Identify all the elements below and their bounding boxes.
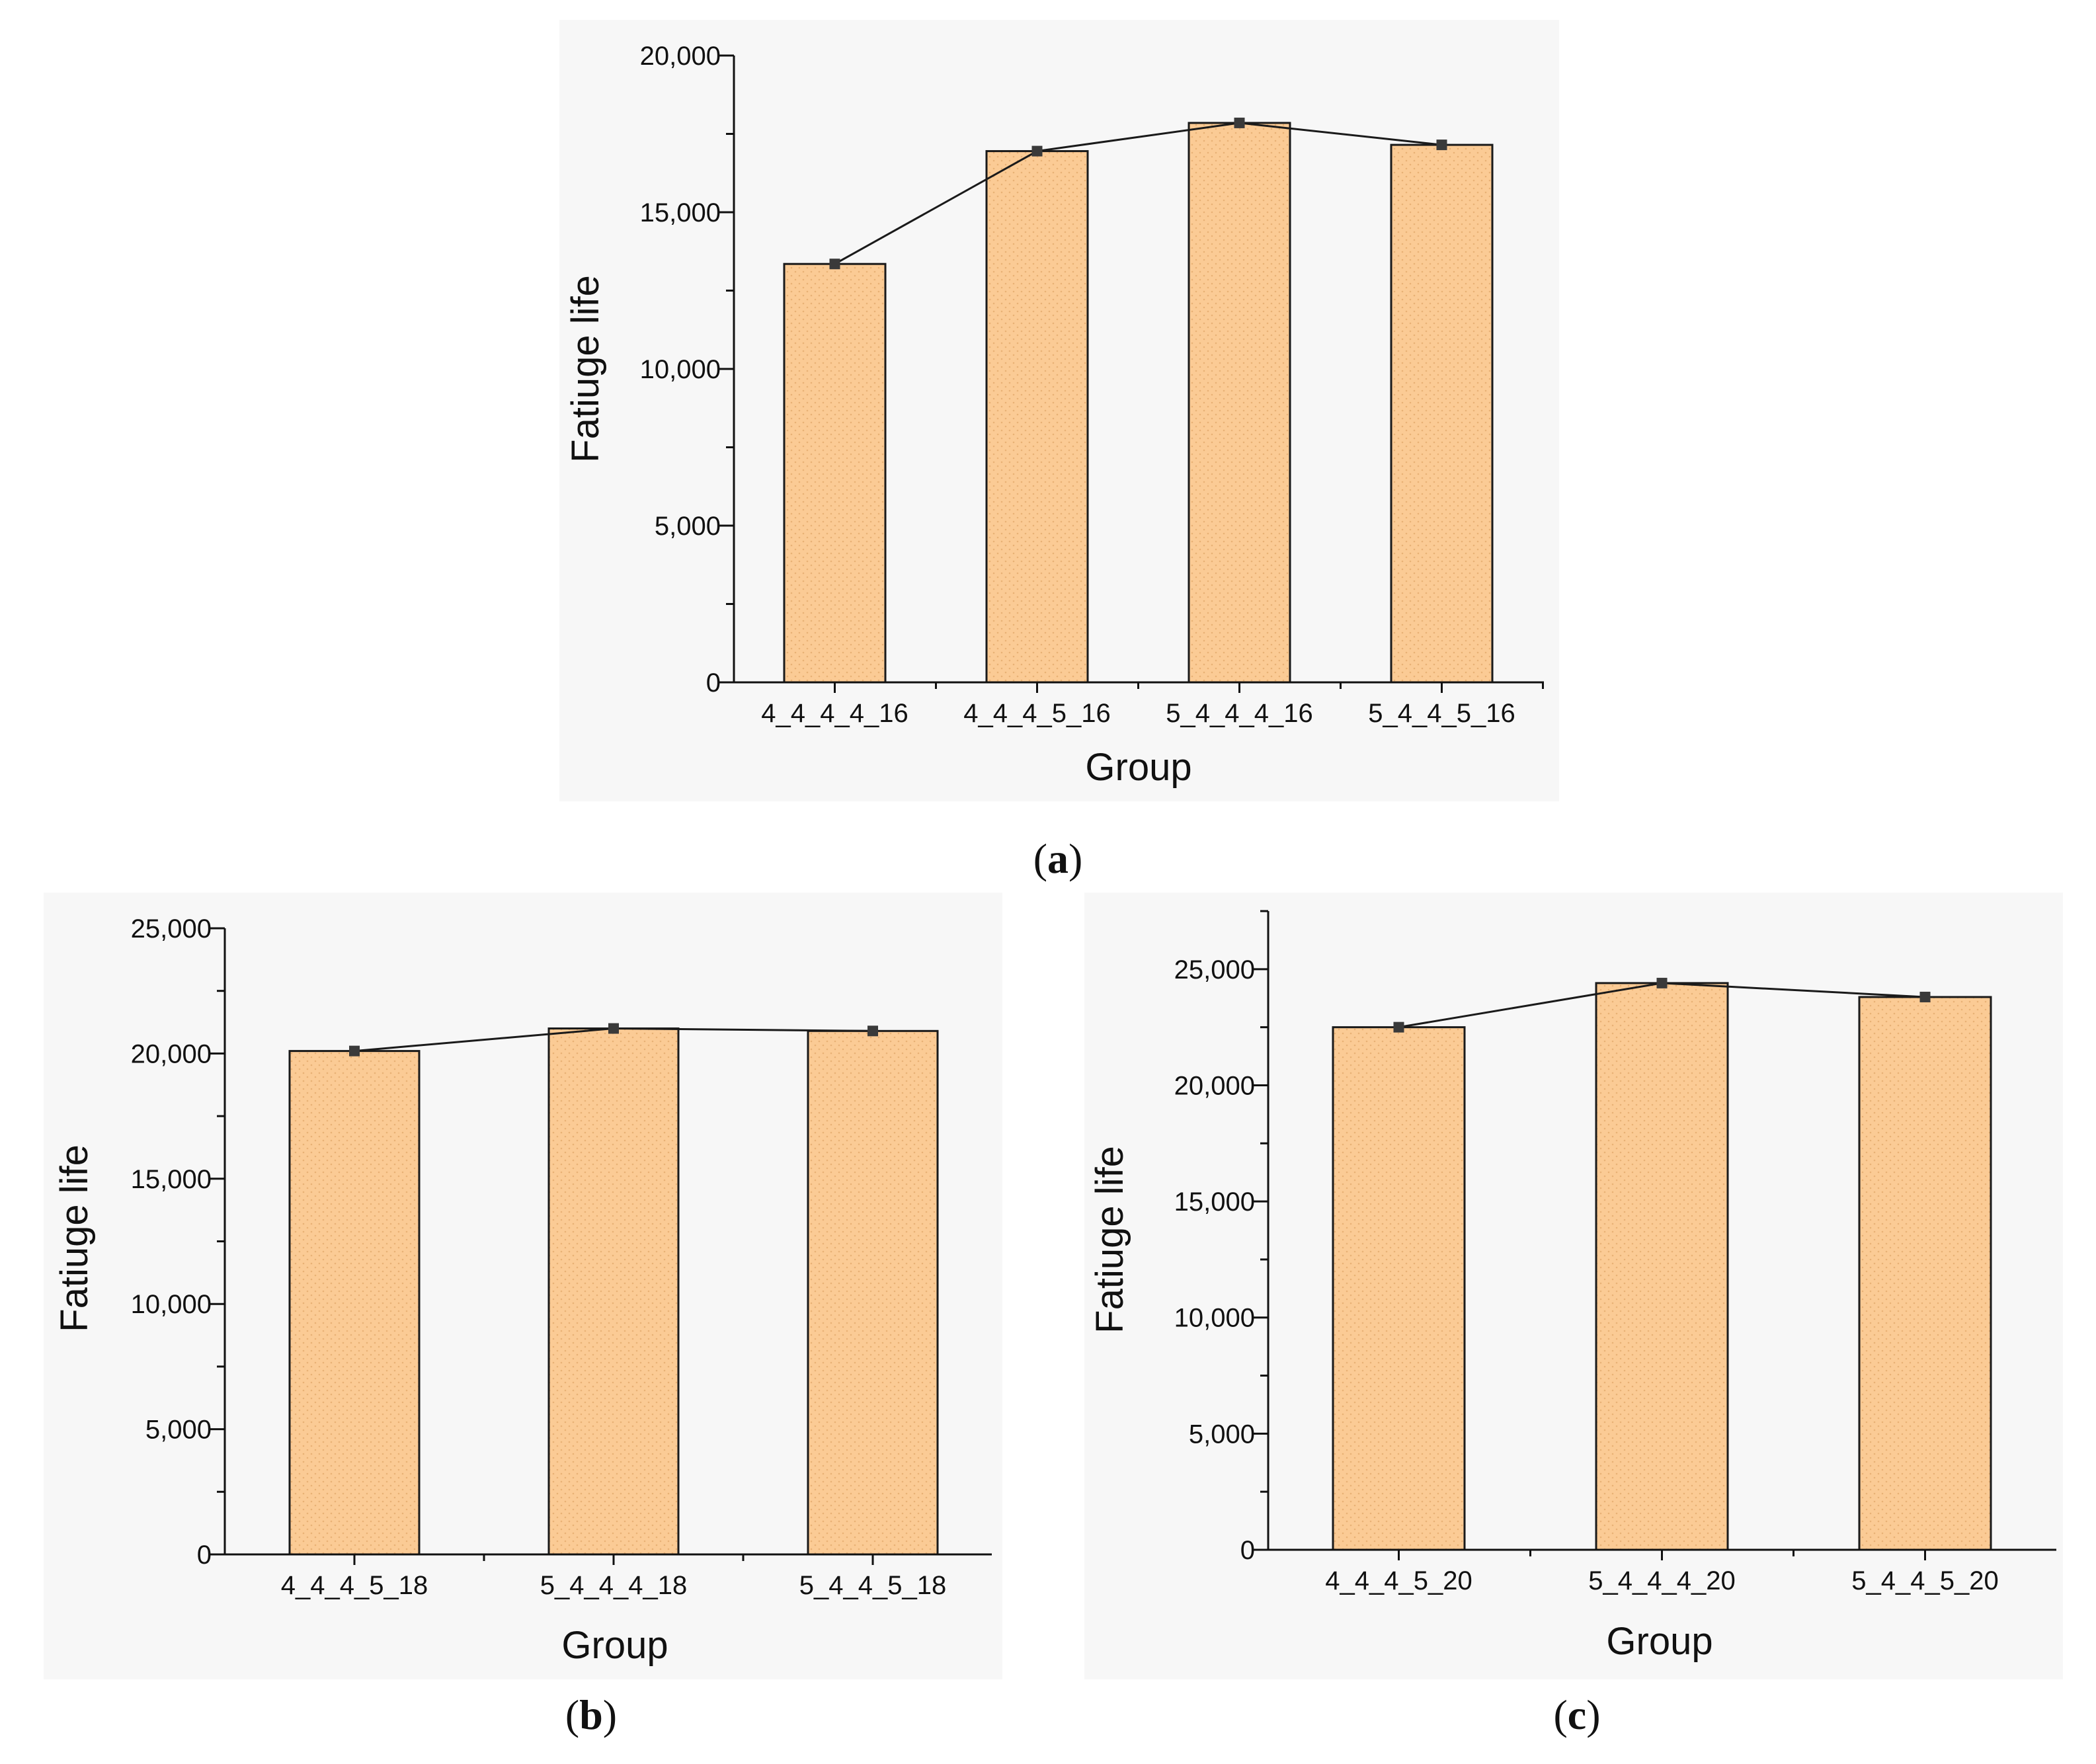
bar-outline: [1858, 996, 1992, 1551]
y-axis-title: Fatiuge life: [564, 275, 607, 463]
bar-group: [783, 122, 1494, 684]
x-tick-label: 5_4_4_4_20: [1588, 1566, 1735, 1595]
data-point-marker: [349, 1045, 360, 1057]
data-point-marker: [829, 259, 840, 270]
caption-letter: b: [579, 1691, 603, 1738]
x-tick-label: 4_4_4_5_20: [1325, 1566, 1472, 1595]
bar-outline: [807, 1029, 939, 1556]
y-tick-label: 0: [706, 668, 721, 698]
y-tick-label: 25,000: [131, 914, 212, 943]
y-tick-label: 15,000: [640, 198, 721, 227]
bar-outline: [985, 150, 1089, 684]
x-tick-label: 5_4_4_5_16: [1368, 699, 1515, 728]
y-tick-label: 25,000: [1174, 955, 1255, 984]
chart-panel-b: 0 5,000 10,000 15,000 20,000 25,000 4_4_4_5_18…: [44, 893, 1002, 1738]
y-tick-label: 20,000: [640, 42, 721, 71]
y-tick-label: 10,000: [131, 1290, 212, 1319]
axes: 0 5,000 10,000 15,000 20,000 25,000 4_4_4_5_18…: [131, 914, 992, 1600]
caption-letter: c: [1568, 1691, 1586, 1738]
panel-caption: (b): [565, 1691, 617, 1738]
bar-outline: [1188, 122, 1291, 684]
x-tick-label: 5_4_4_4_18: [540, 1571, 687, 1600]
x-tick-label: 5_4_4_5_20: [1851, 1566, 1998, 1595]
trend-line-group: [1393, 977, 1931, 1033]
data-point-marker: [1656, 977, 1668, 988]
y-tick-label: 5,000: [655, 512, 721, 541]
caption-letter: a: [1047, 835, 1068, 882]
y-tick-label: 0: [1240, 1536, 1255, 1565]
bar-outline: [288, 1050, 421, 1556]
trend-line-group: [829, 117, 1447, 270]
data-point-marker: [1436, 140, 1447, 151]
data-point-marker: [608, 1023, 619, 1034]
x-axis-title: Group: [1606, 1620, 1713, 1663]
y-tick-label: 0: [197, 1541, 212, 1570]
x-tick-label: 4_4_4_5_16: [963, 699, 1110, 728]
panel-caption: (c): [1553, 1691, 1600, 1738]
panel-caption: (a): [1033, 835, 1083, 882]
data-point-marker: [1234, 117, 1245, 128]
axes: 0 5,000 10,000 15,000 20,000 4_4_4_4_16 4_4_4_…: [640, 42, 1544, 728]
bar-group: [288, 1027, 939, 1556]
y-tick-label: 5,000: [145, 1416, 212, 1445]
x-axis-title: Group: [561, 1624, 668, 1667]
x-axis-title: Group: [1085, 746, 1191, 789]
x-tick-label: 5_4_4_5_18: [799, 1571, 946, 1600]
y-tick-label: 20,000: [1174, 1071, 1255, 1100]
x-tick-label: 4_4_4_5_18: [281, 1571, 428, 1600]
axes: 0 5,000 10,000 15,000 20,000 25,000 4_4_4_5_20…: [1174, 910, 2056, 1595]
y-tick-label: 20,000: [131, 1039, 212, 1068]
x-tick-label: 4_4_4_4_16: [761, 699, 908, 728]
bar-outline: [1595, 982, 1729, 1551]
data-point-marker: [867, 1025, 878, 1037]
y-tick-label: 10,000: [640, 355, 721, 384]
bar-outline: [1332, 1026, 1466, 1551]
x-tick-label: 5_4_4_4_16: [1166, 699, 1312, 728]
trend-line: [834, 122, 1442, 265]
y-tick-label: 5,000: [1189, 1420, 1255, 1449]
y-tick-label: 15,000: [131, 1165, 212, 1194]
bar-outline: [1390, 143, 1494, 684]
y-axis-title: Fatiuge life: [53, 1144, 96, 1332]
data-point-marker: [1031, 145, 1043, 157]
bar-group: [1332, 982, 1992, 1551]
bar-outline: [547, 1027, 680, 1556]
data-point-marker: [1919, 991, 1931, 1002]
chart-panel-c: 0 5,000 10,000 15,000 20,000 25,000 4_4_4_5_20…: [1084, 893, 2063, 1738]
y-tick-label: 15,000: [1174, 1187, 1255, 1217]
bar-outline: [783, 262, 887, 684]
y-axis-title: Fatiuge life: [1088, 1146, 1131, 1334]
y-tick-label: 10,000: [1174, 1304, 1255, 1333]
trend-line-group: [349, 1023, 878, 1057]
data-point-marker: [1393, 1022, 1404, 1033]
chart-panel-a: 0 5,000 10,000 15,000 20,000 4_4_4_4_16 4_4_4_…: [559, 20, 1559, 882]
